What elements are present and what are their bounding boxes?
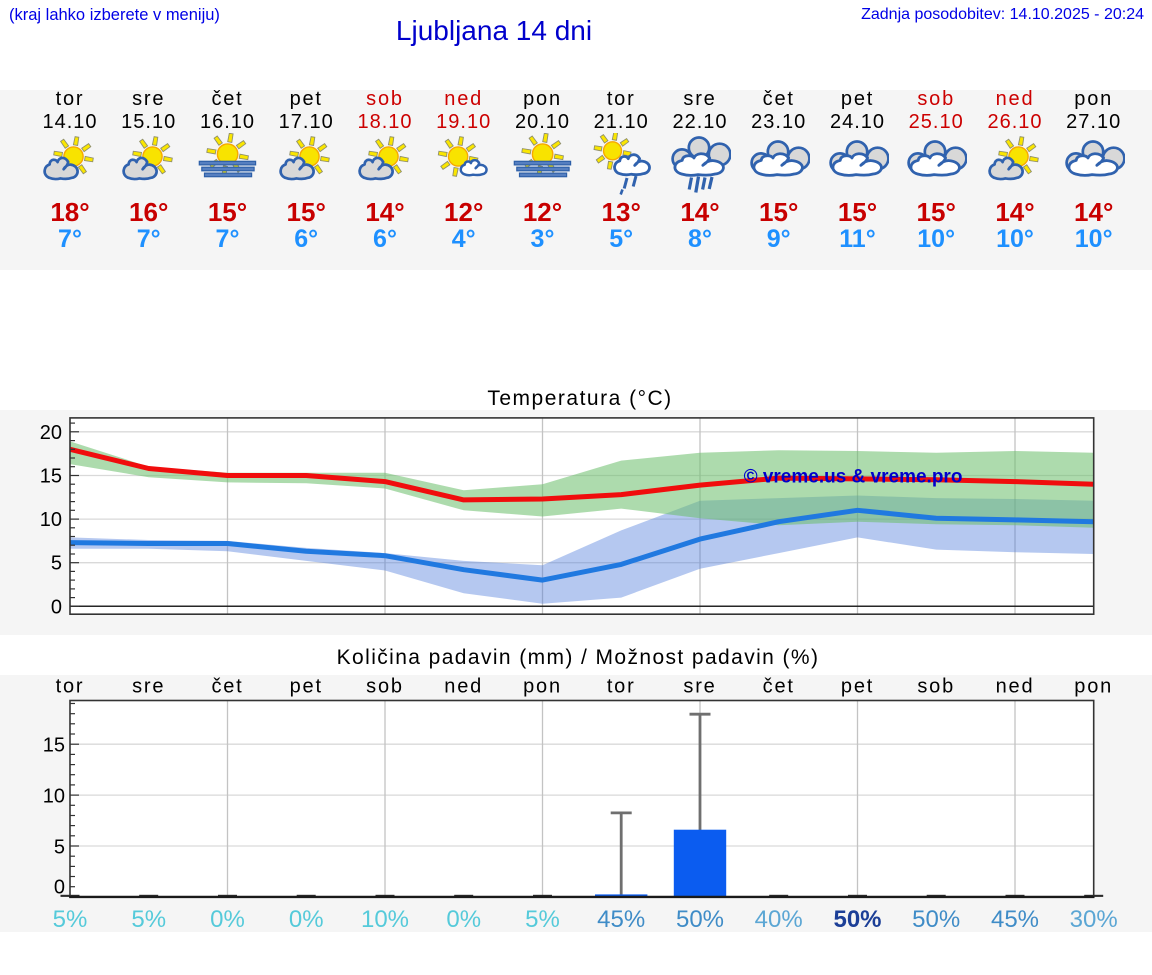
svg-text:čet: čet <box>763 675 795 697</box>
svg-text:5: 5 <box>51 552 62 574</box>
svg-text:5: 5 <box>54 836 65 858</box>
svg-text:ned: ned <box>444 675 483 697</box>
svg-text:10: 10 <box>43 785 65 807</box>
svg-text:10: 10 <box>40 509 62 531</box>
svg-text:tor: tor <box>607 675 636 697</box>
svg-text:sob: sob <box>917 675 955 697</box>
svg-text:© vreme.us & vreme.pro: © vreme.us & vreme.pro <box>744 466 963 487</box>
svg-text:pet: pet <box>841 675 874 697</box>
svg-text:tor: tor <box>56 675 85 697</box>
svg-text:pet: pet <box>290 675 323 697</box>
svg-text:sob: sob <box>366 675 404 697</box>
svg-text:pon: pon <box>523 675 562 697</box>
svg-text:15: 15 <box>43 734 65 756</box>
svg-text:sre: sre <box>132 675 165 697</box>
svg-text:pon: pon <box>1074 675 1113 697</box>
svg-text:sre: sre <box>683 675 716 697</box>
svg-text:0: 0 <box>51 596 62 618</box>
svg-text:20: 20 <box>40 421 62 443</box>
svg-text:15: 15 <box>40 465 62 487</box>
svg-text:0: 0 <box>54 876 65 898</box>
svg-text:ned: ned <box>996 675 1035 697</box>
svg-text:čet: čet <box>211 675 243 697</box>
